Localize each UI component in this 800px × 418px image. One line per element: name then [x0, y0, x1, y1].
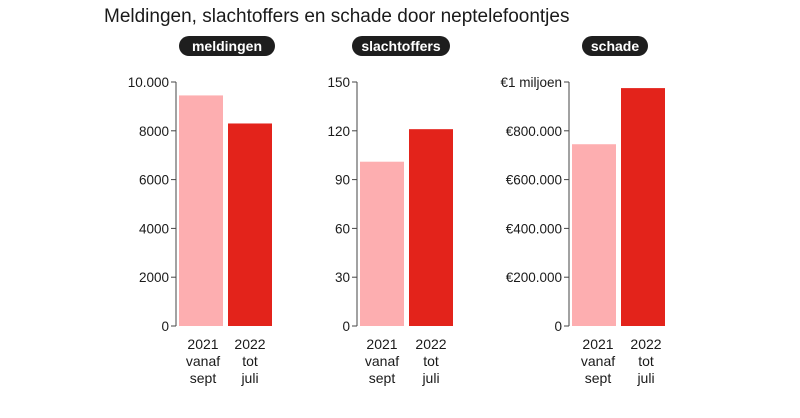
chart-2-tick-label-3: €600.000 — [506, 173, 562, 188]
chart-0-bar-0 — [179, 95, 223, 326]
chart-1-tick-label-2: 60 — [335, 221, 350, 236]
chart-2-tick-label-2: €400.000 — [506, 221, 562, 236]
chart-1-tick-label-3: 90 — [335, 173, 350, 188]
page-title: Meldingen, slachtoffers en schade door n… — [104, 6, 570, 27]
chart-2-category-1-line-2: juli — [636, 370, 654, 386]
chart-2-bar-0 — [572, 144, 616, 326]
chart-0-category-1-line-1: tot — [242, 353, 258, 369]
chart-0-tick-label-4: 8000 — [139, 124, 169, 139]
chart-0-category-1-line-2: juli — [240, 370, 258, 386]
chart-1-category-0-line-1: vanaf — [365, 353, 399, 369]
chart-2-category-0-line-1: vanaf — [581, 353, 615, 369]
chart-0-bar-1 — [228, 123, 272, 326]
chart-1-category-1-line-0: 2022 — [415, 336, 446, 352]
chart-1-bar-0 — [360, 161, 404, 326]
chart-0-category-0-line-1: vanaf — [186, 353, 220, 369]
chart-0-title: meldingen — [192, 38, 262, 54]
chart-1-category-1-line-1: tot — [423, 353, 439, 369]
chart-0-category-0-line-2: sept — [190, 370, 217, 386]
chart-2-tick-label-5: €1 miljoen — [500, 75, 562, 90]
chart-0-category-0-line-0: 2021 — [187, 336, 218, 352]
chart-2-title-pill — [582, 36, 648, 56]
chart-2-category-0-line-2: sept — [585, 370, 612, 386]
chart-2-tick-label-1: €200.000 — [506, 270, 562, 285]
chart-0-title-pill — [179, 36, 275, 56]
chart-2-category-1-line-0: 2022 — [630, 336, 661, 352]
chart-1-title: slachtoffers — [361, 38, 441, 54]
chart-2-category-1-line-1: tot — [638, 353, 654, 369]
chart-0-tick-label-1: 2000 — [139, 270, 169, 285]
chart-2-tick-label-4: €800.000 — [506, 124, 562, 139]
chart-1-category-0-line-0: 2021 — [366, 336, 397, 352]
chart-1-bar-1 — [409, 129, 453, 326]
chart-1-category-0-line-2: sept — [369, 370, 396, 386]
chart-1-category-1-line-2: juli — [421, 370, 439, 386]
chart-0-tick-label-3: 6000 — [139, 173, 169, 188]
chart-1-tick-label-0: 0 — [342, 319, 350, 334]
chart-1-title-pill — [352, 36, 450, 56]
chart-0-tick-label-2: 4000 — [139, 221, 169, 236]
chart-1-tick-label-5: 150 — [327, 75, 350, 90]
chart-0-category-1-line-0: 2022 — [234, 336, 265, 352]
chart-2-title: schade — [591, 38, 639, 54]
chart-0-tick-label-0: 0 — [161, 319, 169, 334]
chart-1-tick-label-4: 120 — [327, 124, 350, 139]
chart-2-bar-1 — [621, 88, 665, 326]
chart-2-category-0-line-0: 2021 — [582, 336, 613, 352]
chart-2-tick-label-0: 0 — [554, 319, 562, 334]
chart-1-tick-label-1: 30 — [335, 270, 350, 285]
chart-0-tick-label-5: 10.000 — [128, 75, 169, 90]
